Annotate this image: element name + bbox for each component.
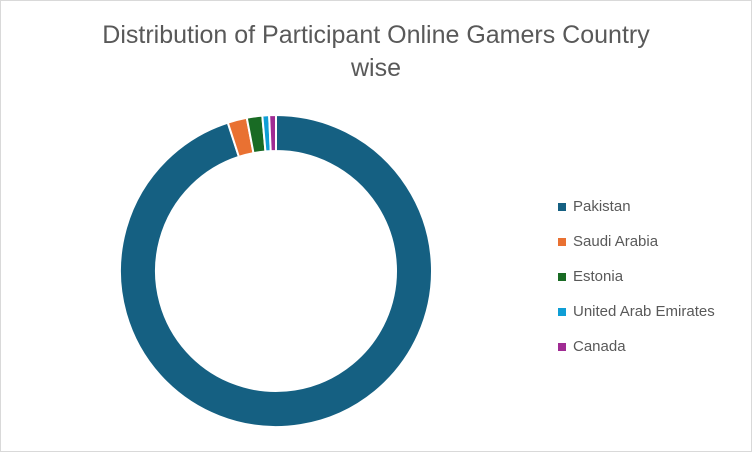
legend-item: Estonia: [558, 259, 715, 294]
slice: [268, 113, 277, 153]
legend-label: Pakistan: [573, 198, 631, 215]
legend-label: Canada: [573, 338, 626, 355]
legend-swatch: [558, 307, 566, 316]
slice: [119, 113, 433, 428]
chart-title: Distribution of Participant Online Gamer…: [102, 21, 650, 82]
legend-swatch: [558, 237, 566, 246]
legend-item: Canada: [558, 329, 715, 364]
legend-label: Estonia: [573, 268, 624, 285]
legend-swatch: [558, 272, 566, 281]
legend-swatch: [558, 202, 566, 211]
legend-item: United Arab Emirates: [558, 294, 715, 329]
legend-label: United Arab Emirates: [573, 303, 715, 320]
legend-label: Saudi Arabia: [573, 233, 659, 250]
legend: Pakistan Saudi Arabia Estonia United Arab E…: [558, 189, 715, 364]
legend-swatch: [558, 342, 566, 351]
legend-item: Saudi Arabia: [558, 224, 715, 259]
legend-item: Pakistan: [558, 189, 715, 224]
